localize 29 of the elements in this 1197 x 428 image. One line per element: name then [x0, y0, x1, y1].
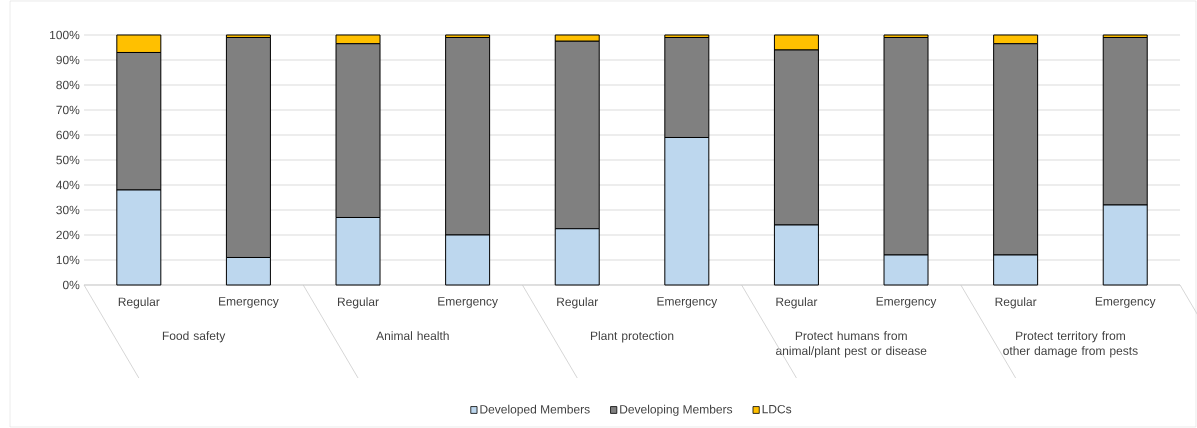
text: Plant protection	[590, 331, 674, 343]
text: Animal health	[376, 331, 449, 340]
text: Protect territory from other damage from pests	[1003, 331, 1138, 358]
x-tick-label: Regular	[995, 297, 1037, 309]
x-tick-label: Emergency	[438, 297, 498, 308]
y-tick-label: 60%	[56, 130, 80, 140]
x-tick-label: Emergency	[1095, 297, 1156, 308]
y-tick-label: 90%	[56, 55, 80, 65]
y-tick-label: 100%	[50, 30, 80, 40]
y-tick-label: 10%	[56, 255, 80, 265]
legend-label: Developed Members	[480, 404, 590, 416]
text: Food safety	[162, 331, 226, 343]
text: Protect humans from animal/plant pest or disease	[776, 331, 927, 358]
x-tick-label: Regular	[118, 297, 160, 309]
legend-label: Developing Members	[620, 404, 733, 416]
legend-label: LDCs	[762, 404, 792, 414]
y-tick-label: 40%	[56, 180, 80, 190]
x-tick-label: Regular	[338, 297, 379, 309]
x-tick-label: Regular	[776, 297, 818, 309]
y-tick-label: 50%	[56, 155, 80, 165]
y-tick-label: 20%	[56, 230, 80, 240]
x-tick-label: Emergency	[219, 297, 279, 308]
y-tick-label: 80%	[56, 80, 80, 90]
x-tick-label: Regular	[557, 297, 599, 309]
y-tick-label: 70%	[56, 105, 80, 115]
y-tick-label: 0%	[62, 280, 80, 290]
x-tick-label: Emergency	[657, 297, 718, 308]
x-tick-label: Emergency	[876, 297, 937, 308]
y-tick-label: 30%	[56, 205, 80, 215]
